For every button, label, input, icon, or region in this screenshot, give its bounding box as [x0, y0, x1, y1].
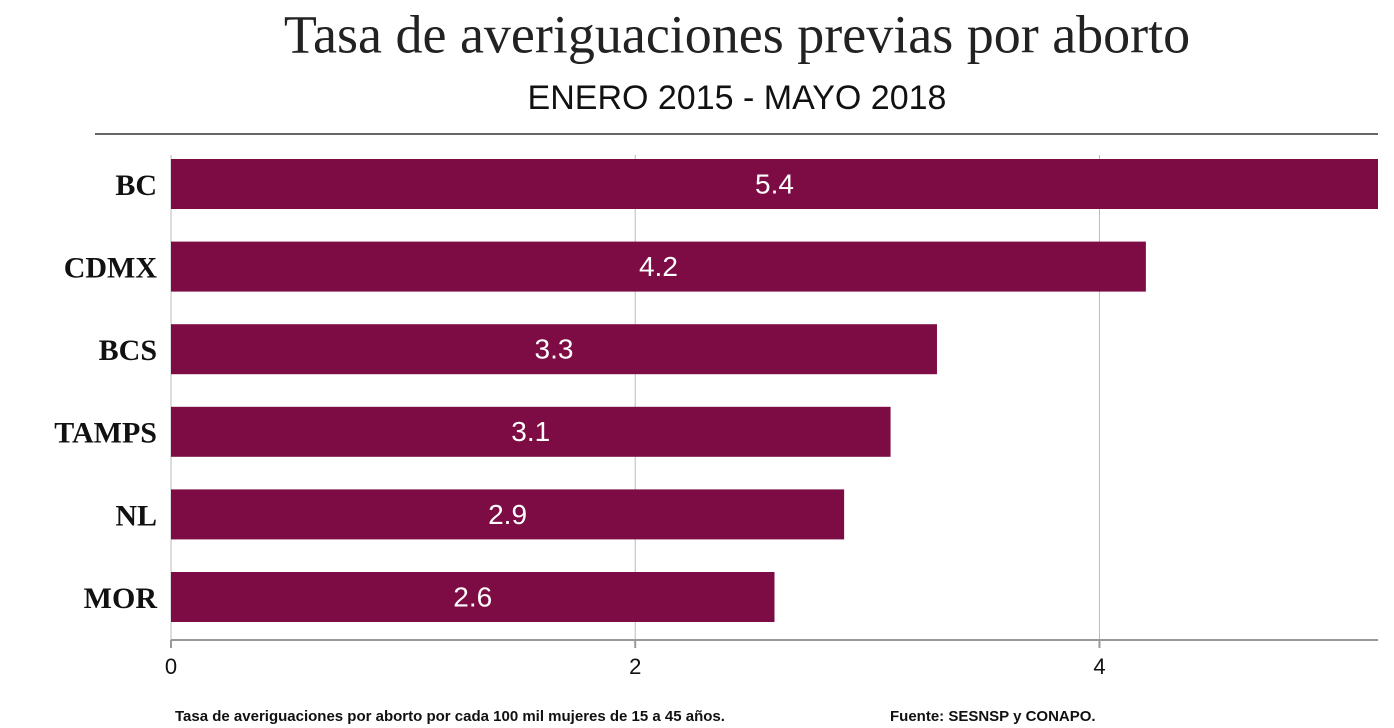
bar: [171, 324, 937, 375]
x-tick-label: 4: [1093, 654, 1105, 679]
y-tick-label: BCS: [99, 334, 157, 367]
chart-subtitle: ENERO 2015 - MAYO 2018: [528, 79, 947, 117]
value-label: 3.3: [535, 334, 574, 365]
chart-title: Tasa de averiguaciones previas por abort…: [284, 4, 1190, 64]
value-label: 4.2: [639, 251, 678, 282]
y-tick-label: NL: [115, 499, 157, 532]
footnote: Tasa de averiguaciones por aborto por ca…: [175, 708, 725, 725]
bar: [171, 489, 845, 540]
x-tick-label: 0: [165, 654, 177, 679]
bar: [171, 241, 1146, 292]
value-label: 2.6: [453, 581, 492, 612]
y-tick-label: CDMX: [64, 251, 158, 284]
y-tick-label: BC: [115, 169, 157, 202]
y-tick-label: TAMPS: [54, 417, 157, 450]
value-label: 2.9: [488, 499, 527, 530]
bar: [171, 406, 891, 457]
x-tick-label: 2: [629, 654, 641, 679]
value-label: 5.4: [755, 168, 794, 199]
value-label: 3.1: [511, 416, 550, 447]
y-tick-label: MOR: [84, 582, 158, 615]
source: Fuente: SESNSP y CONAPO.: [890, 708, 1096, 725]
bar: [171, 572, 775, 622]
bar: [171, 159, 1378, 209]
